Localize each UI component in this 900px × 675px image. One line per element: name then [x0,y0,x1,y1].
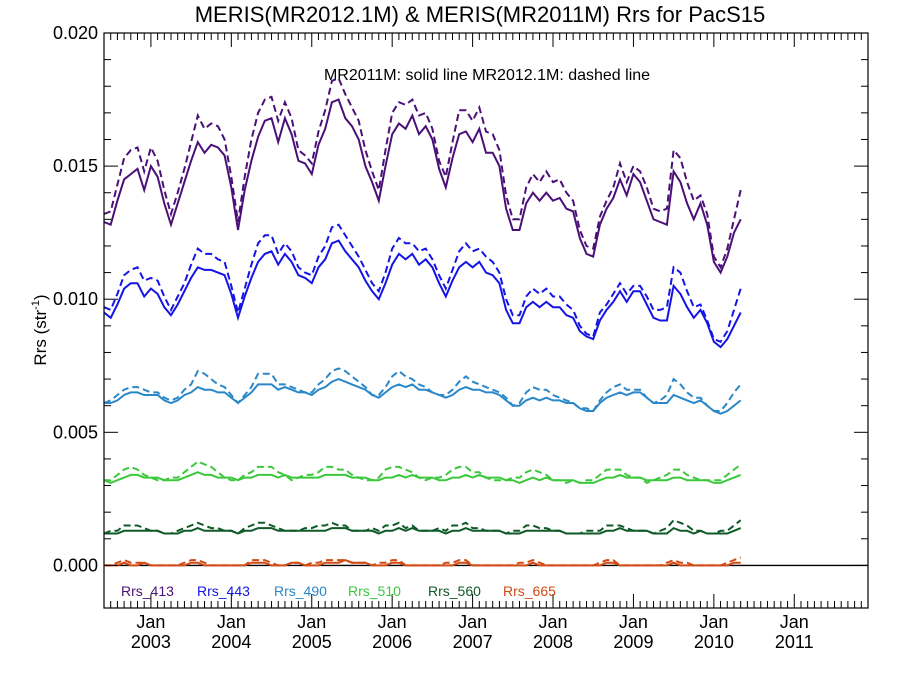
x-tick-label-month: Jan [297,612,326,632]
series-line-Rrs_490-solid [104,378,742,415]
x-tick-label-month: Jan [136,612,165,632]
x-tick-label-month: Jan [699,612,728,632]
y-tick-label: 0.020 [53,23,98,43]
series-line-Rrs_443-dashed [103,223,742,344]
y-axis-label-main: Rrs (str [31,310,50,366]
legend-item-Rrs_443: Rrs_443 [197,583,250,599]
x-tick-label-year: 2006 [372,632,412,652]
x-tick-label-month: Jan [539,612,568,632]
x-tick-label-month: Jan [458,612,487,632]
series-line-Rrs_413-dashed [103,77,742,270]
legend-item-Rrs_490: Rrs_490 [274,583,327,599]
legend-item-Rrs_665: Rrs_665 [503,583,556,599]
x-tick-label-year: 2005 [292,632,332,652]
x-tick-label-year: 2007 [453,632,493,652]
x-tick-label-month: Jan [780,612,809,632]
y-axis-label: Rrs (str-1) [30,294,50,365]
legend-item-Rrs_510: Rrs_510 [348,583,401,599]
series-line-Rrs_413-solid [103,98,742,275]
series-line-Rrs_443-solid [103,239,742,349]
y-tick-label: 0.015 [53,156,98,176]
plot-lines [103,77,868,567]
y-axis-label-superscript: -1 [30,300,42,310]
x-tick-label-year: 2008 [533,632,573,652]
x-tick-label-year: 2004 [211,632,251,652]
x-tick-label-month: Jan [217,612,246,632]
x-tick-label-month: Jan [619,612,648,632]
series-line-Rrs_560-solid [104,526,742,535]
line-style-annotation: MR2011M: solid line MR2012.1M: dashed li… [324,67,650,84]
chart-title: MERIS(MR2012.1M) & MERIS(MR2011M) Rrs fo… [195,2,766,27]
y-tick-label: 0.000 [53,555,98,575]
x-tick-label-month: Jan [378,612,407,632]
x-tick-label-year: 2010 [694,632,734,652]
series-line-Rrs_510-solid [103,471,742,484]
legend-item-Rrs_560: Rrs_560 [428,583,481,599]
series-line-Rrs_665-solid [104,559,741,567]
legend-item-Rrs_413: Rrs_413 [121,583,174,599]
y-tick-label: 0.005 [53,422,98,442]
y-axis: 0.000 0.005 0.010 0.015 0.020 [53,23,868,575]
x-tick-label-year: 2003 [131,632,171,652]
legend: Rrs_413 Rrs_443 Rrs_490 Rrs_510 Rrs_560 Rrs_6… [121,583,556,599]
y-axis-label-close: ) [31,294,50,300]
y-tick-label: 0.010 [53,289,98,309]
plot-frame [103,32,869,609]
x-tick-label-year: 2009 [613,632,653,652]
series-line-Rrs_490-dashed [103,367,742,413]
x-tick-label-year: 2011 [775,632,814,652]
x-axis: Jan2003Jan2004Jan2005Jan2006Jan2007Jan20… [103,33,869,652]
